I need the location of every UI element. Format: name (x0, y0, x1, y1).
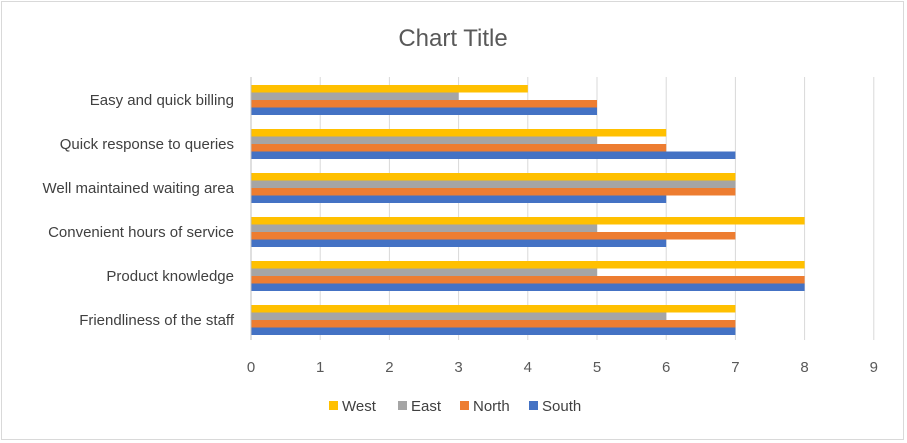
bar-east (251, 136, 597, 144)
bar-east (251, 180, 736, 188)
value-axis-tick-labels: 0 1 2 3 4 5 6 7 8 9 (247, 359, 878, 376)
x-tick-label: 9 (870, 359, 878, 376)
bar-south (251, 151, 736, 159)
legend: West East North South (329, 398, 581, 415)
legend-label-east: East (411, 398, 442, 415)
bar-south (251, 239, 667, 247)
category-label: Quick response to queries (60, 136, 234, 153)
x-tick-label: 8 (800, 359, 808, 376)
bar-west (251, 173, 736, 181)
x-tick-label: 5 (593, 359, 601, 376)
x-tick-label: 0 (247, 359, 255, 376)
bar-south (251, 327, 736, 335)
category-label: Easy and quick billing (90, 92, 234, 109)
bar-west (251, 217, 805, 225)
legend-swatch-west (329, 401, 338, 410)
category-labels: Easy and quick billing Quick response to … (43, 92, 235, 329)
legend-label-south: South (542, 398, 581, 415)
x-tick-label: 7 (731, 359, 739, 376)
bar-north (251, 188, 736, 196)
bar-north (251, 276, 805, 284)
bar-east (251, 268, 597, 276)
bar-west (251, 129, 667, 137)
gridlines (319, 77, 875, 340)
category-label: Product knowledge (106, 268, 234, 285)
legend-swatch-east (398, 401, 407, 410)
bar-north (251, 232, 736, 240)
category-label: Well maintained waiting area (43, 180, 235, 197)
bar-east (251, 312, 667, 320)
x-tick-label: 1 (316, 359, 324, 376)
chart-title: Chart Title (398, 25, 507, 52)
bar-east (251, 92, 459, 100)
x-tick-label: 2 (385, 359, 393, 376)
category-label: Friendliness of the staff (79, 312, 235, 329)
bar-west (251, 261, 805, 269)
bar-south (251, 283, 805, 291)
legend-swatch-north (460, 401, 469, 410)
bar-south (251, 107, 597, 115)
bar-south (251, 195, 667, 203)
x-tick-label: 4 (524, 359, 532, 376)
legend-label-north: North (473, 398, 510, 415)
legend-label-west: West (342, 398, 377, 415)
bar-east (251, 224, 597, 232)
bar-north (251, 100, 597, 108)
x-tick-label: 6 (662, 359, 670, 376)
bars (251, 85, 805, 335)
legend-swatch-south (529, 401, 538, 410)
bar-west (251, 85, 528, 93)
bar-north (251, 320, 736, 328)
bar-north (251, 144, 667, 152)
category-label: Convenient hours of service (48, 224, 234, 241)
bar-west (251, 305, 736, 313)
x-tick-label: 3 (454, 359, 462, 376)
